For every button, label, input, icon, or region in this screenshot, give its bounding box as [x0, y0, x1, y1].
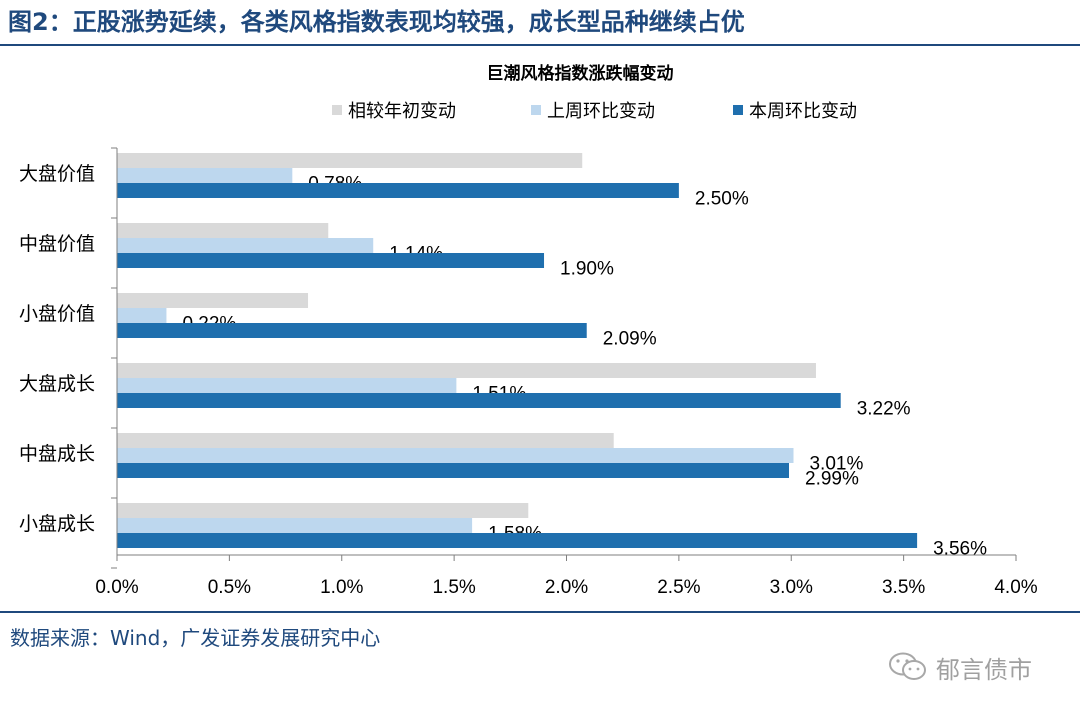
data-label: 1.90% — [560, 259, 614, 280]
source-rule — [0, 611, 1080, 613]
bar — [117, 183, 679, 198]
bar — [117, 253, 545, 268]
bar — [117, 448, 794, 463]
watermark: 郁言债市 — [888, 648, 1032, 686]
legend-swatch — [733, 105, 743, 115]
bar — [117, 238, 374, 253]
x-tick-label: 0.0% — [95, 577, 138, 598]
figure-title: 图2：正股涨势延续，各类风格指数表现均较强，成长型品种继续占优 — [8, 8, 745, 36]
source-note: 数据来源：Wind，广发证券发展研究中心 — [10, 626, 381, 650]
bar — [117, 463, 790, 478]
data-label: 3.56% — [933, 539, 987, 560]
x-tick-label: 3.0% — [770, 577, 813, 598]
bar — [117, 533, 918, 548]
data-label: 3.22% — [857, 399, 911, 420]
data-label: 2.99% — [805, 469, 859, 490]
bar — [117, 503, 529, 518]
category-label: 中盘成长 — [19, 443, 95, 465]
legend-label: 上周环比变动 — [547, 101, 655, 122]
bar — [117, 518, 473, 533]
bar — [117, 323, 587, 338]
legend-label: 相较年初变动 — [348, 101, 456, 122]
bar — [117, 153, 583, 168]
category-label: 小盘价值 — [19, 303, 95, 325]
legend-label: 本周环比变动 — [749, 101, 857, 122]
bar — [117, 433, 614, 448]
legend-swatch — [531, 105, 541, 115]
category-label: 中盘价值 — [19, 233, 95, 255]
category-label: 大盘价值 — [19, 163, 95, 185]
bar — [117, 223, 329, 238]
x-tick-label: 0.5% — [208, 577, 251, 598]
category-label: 大盘成长 — [19, 373, 95, 395]
legend-swatch — [332, 105, 342, 115]
bar — [117, 363, 816, 378]
bar — [117, 378, 457, 393]
bar — [117, 293, 309, 308]
category-label: 小盘成长 — [19, 513, 95, 535]
x-tick-label: 1.0% — [320, 577, 363, 598]
x-tick-label: 2.5% — [657, 577, 700, 598]
bar — [117, 393, 841, 408]
chart-title: 巨潮风格指数涨跌幅变动 — [487, 63, 674, 84]
bars: 0.78%2.50%1.14%1.90%0.22%2.09%1.51%3.22%… — [117, 153, 987, 560]
watermark-text: 郁言债市 — [936, 655, 1032, 684]
data-label: 3.01% — [809, 454, 863, 475]
x-tick-label: 4.0% — [994, 577, 1037, 598]
title-rule — [0, 44, 1080, 46]
x-tick-label: 3.5% — [882, 577, 925, 598]
bar-chart: 巨潮风格指数涨跌幅变动 相较年初变动 上周环比变动 本周环比变动 0.78%2.50… — [19, 63, 1038, 598]
legend: 相较年初变动 上周环比变动 本周环比变动 — [332, 101, 857, 122]
data-label: 2.50% — [695, 189, 749, 210]
bar — [117, 168, 293, 183]
wechat-icon — [889, 652, 926, 680]
bar — [117, 308, 167, 323]
x-tick-label: 2.0% — [545, 577, 588, 598]
data-label: 2.09% — [603, 329, 657, 350]
x-tick-label: 1.5% — [432, 577, 475, 598]
